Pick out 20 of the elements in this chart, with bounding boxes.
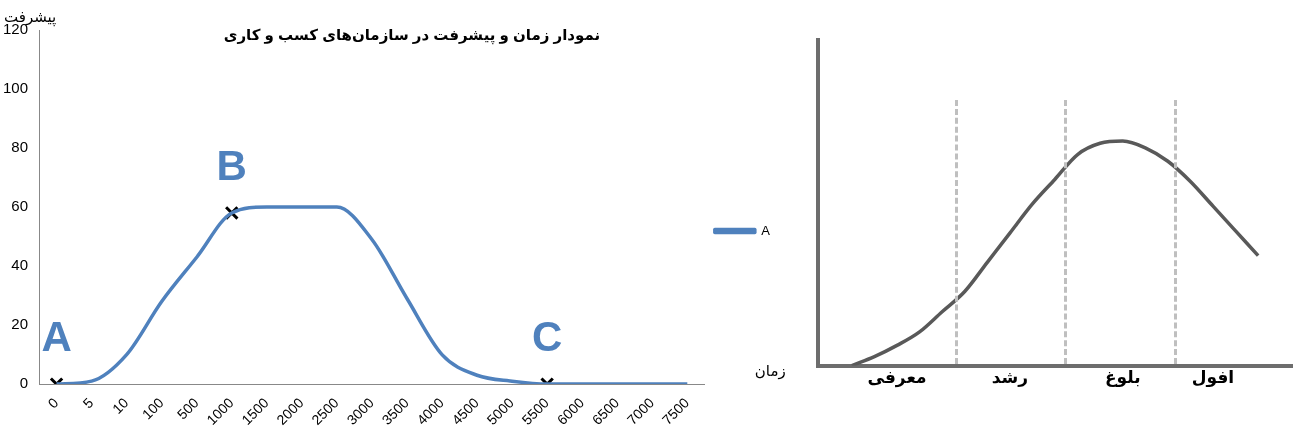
y-tick-label: 80 [11,138,29,156]
x-tick-label: 10 [109,394,132,417]
y-tick-label: 20 [11,315,29,333]
x-tick-label: معرفی [867,368,927,389]
x-tick-label: بلوغ [1104,368,1141,389]
x-tick-label: افول [1191,368,1235,389]
x-tick-label: 0 [44,394,62,412]
annotation: C [531,312,563,360]
x-axis-title: زمان [754,362,786,381]
legend-label: A [761,222,771,238]
y-tick-label: 40 [11,256,29,274]
x-tick-label: 100 [138,394,167,423]
y-tick-label: 100 [3,79,29,97]
x-tick-label: 5 [79,394,97,412]
x-tick-label: رشد [991,368,1029,388]
annotation: A [41,312,72,360]
chart-title: نمودار زمان و پیشرفت در سازمان‌های کسب و کاری [223,26,601,46]
y-tick-label: 60 [11,197,29,215]
x-tick-label: 500 [173,394,202,423]
annotation: B [216,141,247,189]
